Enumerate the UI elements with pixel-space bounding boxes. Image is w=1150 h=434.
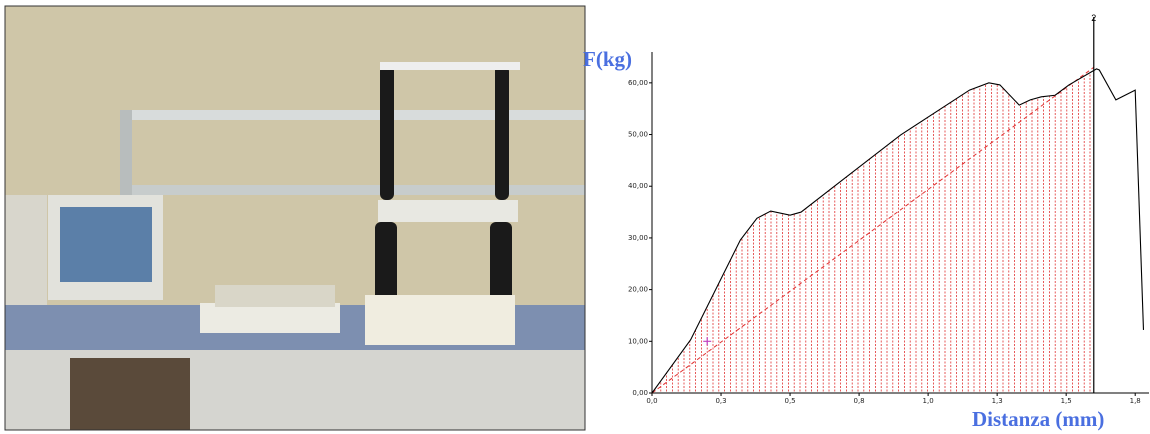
y-tick-label: 40,00 (628, 182, 648, 190)
photo-screen (60, 207, 152, 282)
photo-controller (215, 285, 335, 307)
photo-base (365, 295, 515, 345)
photo-crossbar (380, 62, 520, 70)
curve (651, 68, 1145, 394)
reference-line (651, 66, 1095, 394)
x-tick-label: 0,8 (854, 397, 865, 405)
x-tick-label: 1,8 (1130, 397, 1141, 405)
photo-column (375, 222, 397, 302)
x-tick-label: 1,3 (992, 397, 1003, 405)
y-axis-label: F(kg) (583, 47, 632, 71)
photo-shelf (120, 110, 585, 120)
cursor-label: 2 (1091, 13, 1096, 23)
y-tick-label: 50,00 (628, 131, 648, 139)
y-tick-label: 10,00 (628, 337, 648, 345)
x-tick-label: 0,0 (646, 397, 657, 405)
y-tick-label: 20,00 (628, 286, 648, 294)
photo-keyboard (200, 303, 340, 333)
x-tick-label: 1,5 (1061, 397, 1072, 405)
x-tick-label: 0,3 (715, 397, 726, 405)
y-tick-label: 0,00 (632, 389, 648, 397)
photo-shelf (120, 185, 585, 195)
photo-box (70, 358, 190, 430)
lab-photo (4, 5, 586, 431)
y-tick-label: 60,00 (628, 79, 648, 87)
x-tick-label: 1,0 (923, 397, 934, 405)
y-tick-label: 30,00 (628, 234, 648, 242)
photo-frame (4, 5, 586, 431)
x-axis-label: Distanza (mm) (972, 407, 1104, 431)
photo-column (495, 65, 509, 200)
photo-column (490, 222, 512, 302)
photo-pc (5, 195, 47, 305)
photo-column (380, 65, 394, 200)
photo-crossbar (378, 200, 518, 222)
x-tick-label: 0,5 (784, 397, 795, 405)
photo-shelf-side (120, 110, 132, 195)
marker (703, 337, 712, 346)
